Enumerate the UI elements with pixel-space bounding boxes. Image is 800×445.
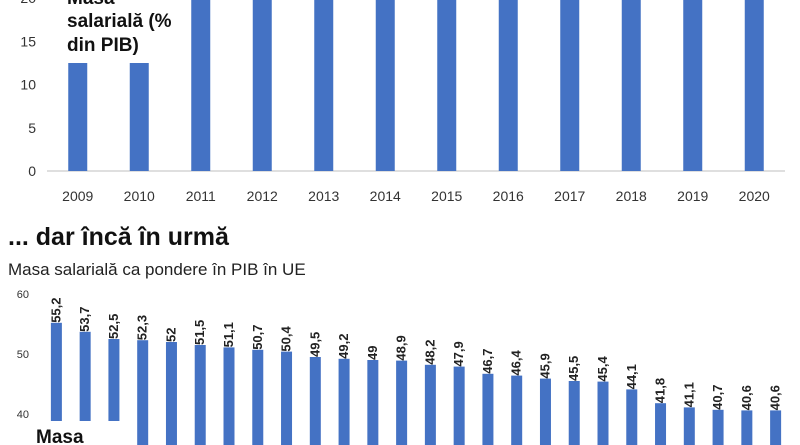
top-y-tick-label: 15: [20, 33, 36, 49]
bottom-overlay-label-background: [30, 421, 124, 445]
top-x-tick-label: 2010: [124, 188, 155, 204]
bottom-data-label: 49,5: [307, 332, 322, 357]
bottom-bar: [165, 342, 177, 445]
top-x-tick-label: 2016: [493, 188, 524, 204]
top-bar: [191, 0, 211, 171]
top-bar-chart: 0 5 10 15 20 2009 2010 2011 2012 2013 2014 2015 2016…: [20, 0, 785, 204]
top-x-tick-label: 2014: [370, 188, 401, 204]
bottom-bar: [741, 410, 753, 445]
bottom-bar: [539, 378, 551, 445]
bottom-y-tick-label: 60: [17, 289, 29, 301]
bottom-bar: [108, 339, 120, 445]
top-y-tick-label: 20: [20, 0, 36, 6]
top-x-tick-label: 2020: [739, 188, 770, 204]
top-x-tick-label: 2015: [431, 188, 462, 204]
bottom-bar: [194, 345, 206, 445]
top-overlay-label-line: Masa: [67, 0, 115, 9]
top-x-tick-label: 2013: [308, 188, 339, 204]
bottom-data-label: 51,5: [192, 320, 207, 345]
top-x-tick-label: 2017: [554, 188, 585, 204]
bottom-bar: [453, 366, 465, 445]
bottom-bar: [309, 357, 321, 445]
bottom-data-label: 49,2: [336, 333, 351, 358]
bottom-data-label: 45,9: [537, 353, 552, 378]
bottom-bar: [396, 360, 408, 445]
bottom-data-label: 52: [163, 328, 178, 342]
top-bar: [252, 0, 272, 171]
top-x-tick-label: 2012: [247, 188, 278, 204]
top-bar: [560, 0, 580, 171]
bottom-bar: [511, 375, 523, 445]
bottom-data-label: 40,6: [739, 385, 754, 410]
bottom-data-label: 50,7: [250, 324, 265, 349]
bottom-bar: [597, 381, 609, 445]
bottom-data-label: 41,8: [653, 378, 668, 403]
bottom-data-label: 44,1: [624, 364, 639, 389]
top-bar: [437, 0, 457, 171]
top-bar: [129, 63, 149, 171]
top-bar: [498, 0, 518, 171]
bottom-chart-subtitle: Masa salarială ca pondere în PIB în UE: [8, 260, 306, 279]
bottom-bar: [655, 403, 667, 445]
bottom-data-label: 50,4: [279, 326, 294, 352]
bottom-bar: [79, 331, 91, 445]
top-bar: [314, 0, 334, 171]
bottom-data-label: 48,2: [422, 339, 437, 364]
bottom-bar: [424, 364, 436, 445]
top-bar: [683, 0, 703, 171]
top-x-tick-label: 2018: [616, 188, 647, 204]
bottom-bar: [367, 360, 379, 445]
bottom-bar-chart: 40 50 60 55,2 53,7 52,5 52,3 52 51,5 51,1 50,7 50,4…: [17, 289, 783, 445]
bottom-bar: [568, 381, 580, 445]
bottom-data-label: 46,7: [480, 348, 495, 373]
top-y-tick-label: 10: [20, 77, 36, 93]
bottom-bar: [712, 409, 724, 445]
top-x-tick-label: 2019: [677, 188, 708, 204]
bottom-chart-title: ... dar încă în urmă: [8, 223, 230, 251]
bottom-bar: [252, 349, 264, 445]
bottom-bar: [683, 407, 695, 445]
bottom-data-label: 48,9: [394, 335, 409, 360]
bottom-bar: [338, 358, 350, 445]
bottom-data-label: 46,4: [509, 350, 524, 376]
bottom-y-tick-label: 50: [17, 349, 29, 361]
top-bar: [68, 63, 88, 171]
bottom-bar: [770, 410, 782, 445]
bottom-data-label: 41,1: [681, 382, 696, 407]
bottom-data-label: 45,5: [566, 356, 581, 381]
bottom-data-label: 47,9: [451, 341, 466, 366]
top-bar: [375, 0, 395, 171]
bottom-bar: [223, 347, 235, 445]
top-x-tick-label: 2011: [186, 188, 216, 204]
top-x-tick-label: 2009: [62, 188, 93, 204]
bottom-data-label: 52,5: [106, 314, 121, 339]
bottom-data-label: 45,4: [595, 356, 610, 382]
top-y-tick-label: 0: [28, 163, 36, 179]
bottom-bar: [137, 340, 149, 445]
top-y-tick-label: 5: [28, 120, 36, 136]
bottom-bar: [50, 322, 62, 445]
top-bar: [744, 0, 764, 171]
top-overlay-label-line: salarială (%: [67, 11, 172, 32]
bottom-data-label: 40,6: [768, 385, 783, 410]
bottom-data-label: 52,3: [135, 315, 150, 340]
bottom-data-label: 49: [365, 346, 380, 360]
top-overlay-label-line: din PIB): [67, 35, 139, 56]
bottom-data-label: 55,2: [48, 297, 63, 322]
bottom-data-label: 40,7: [710, 384, 725, 409]
bottom-overlay-label-line: Masa: [36, 427, 84, 445]
bottom-data-label: 51,1: [221, 322, 236, 347]
bottom-bar: [482, 373, 494, 445]
bottom-y-tick-label: 40: [17, 409, 29, 421]
bottom-bar: [626, 389, 638, 445]
bottom-bar: [281, 351, 293, 445]
bottom-data-label: 53,7: [77, 306, 92, 331]
top-bar: [621, 0, 641, 171]
